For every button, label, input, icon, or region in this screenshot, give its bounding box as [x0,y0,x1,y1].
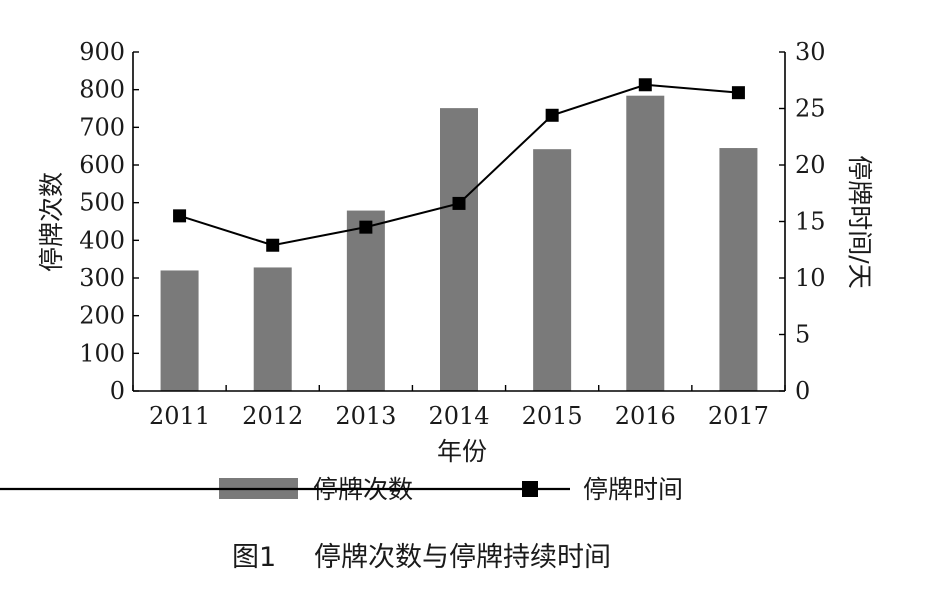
line-point-2015 [545,108,559,122]
x-tick-label-2013: 2013 [335,402,396,430]
left-tick-label: 700 [79,113,125,141]
line-point-2013 [359,220,373,234]
left-axis-title: 停牌次数 [37,172,66,272]
bar-2017 [719,148,758,391]
bar-2015 [533,149,572,391]
left-tick-label: 900 [79,38,125,66]
left-tick-label: 500 [79,189,125,217]
left-tick-label: 200 [79,302,125,330]
caption-title: 停牌次数与停牌持续时间 [314,542,611,573]
line-point-2017 [731,86,745,100]
right-tick-label: 15 [795,208,826,236]
right-tick-label: 30 [795,38,826,66]
left-tick-label: 800 [79,76,125,104]
bar-2014 [440,108,478,391]
caption-number: 图1 [232,542,276,573]
x-tick-label-2011: 2011 [149,402,210,430]
legend-swatch-marker [522,481,538,497]
line-point-2011 [173,209,187,223]
line-point-2014 [452,196,466,210]
bar-2011 [160,270,199,391]
bar-2012 [253,267,292,391]
x-tick-label-2016: 2016 [615,402,676,430]
left-tick-label: 400 [79,226,125,254]
right-tick-label: 10 [795,264,826,292]
line-point-2016 [638,78,652,92]
x-tick-label-2014: 2014 [428,402,489,430]
x-tick-label-2012: 2012 [242,402,303,430]
x-tick-label-2017: 2017 [708,402,769,430]
left-tick-label: 0 [110,377,125,405]
figure-caption: 图1 停牌次数与停牌持续时间 [232,542,611,573]
left-tick-label: 600 [79,151,125,179]
line-layer [173,78,745,252]
left-tick-label: 100 [79,339,125,367]
x-axis-title: 年份 [437,437,487,466]
line-point-2012 [266,238,280,252]
right-tick-label: 20 [795,151,826,179]
legend-label-line: 停牌时间 [583,475,683,504]
bar-2013 [346,210,385,391]
legend: 停牌次数 停牌时间 [0,475,683,504]
right-tick-label: 5 [795,321,810,349]
x-tick-label-2015: 2015 [522,402,583,430]
ticks-layer: 0 100 200 300 400 500 600 700 800 900 0 5 10 15 20 25 30… [79,38,825,430]
bars-layer [160,95,758,392]
right-axis-title: 停牌时间/天 [845,155,874,288]
left-tick-label: 300 [79,264,125,292]
right-tick-label: 25 [795,95,826,123]
right-tick-label: 0 [795,377,810,405]
bar-2016 [626,95,665,392]
